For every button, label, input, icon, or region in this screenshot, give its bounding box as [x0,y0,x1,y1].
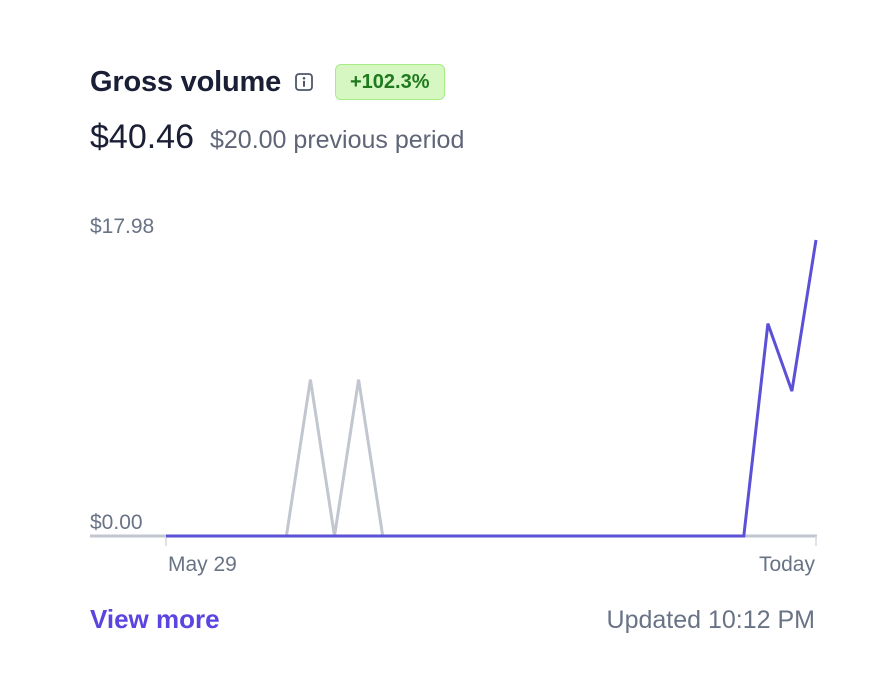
previous-period-line [166,379,792,538]
info-icon[interactable] [295,73,313,91]
updated-timestamp: Updated 10:12 PM [606,606,815,634]
current-amount: $40.46 [90,118,194,156]
series-layer [166,239,818,538]
chart-header: Gross volume +102.3% [90,62,445,102]
x-tick-label-start: May 29 [168,553,237,576]
y-tick-label-min: $0.00 [90,511,143,534]
change-badge: +102.3% [335,64,445,100]
chart-title: Gross volume [90,65,281,98]
previous-period-amount: $20.00 previous period [210,126,465,154]
current-period-line [166,239,818,538]
view-more-link[interactable]: View more [90,604,220,634]
summary-row: $40.46 $20.00 previous period [90,118,464,157]
y-tick-label-max: $17.98 [90,215,154,238]
x-tick-label-end: Today [759,553,816,576]
